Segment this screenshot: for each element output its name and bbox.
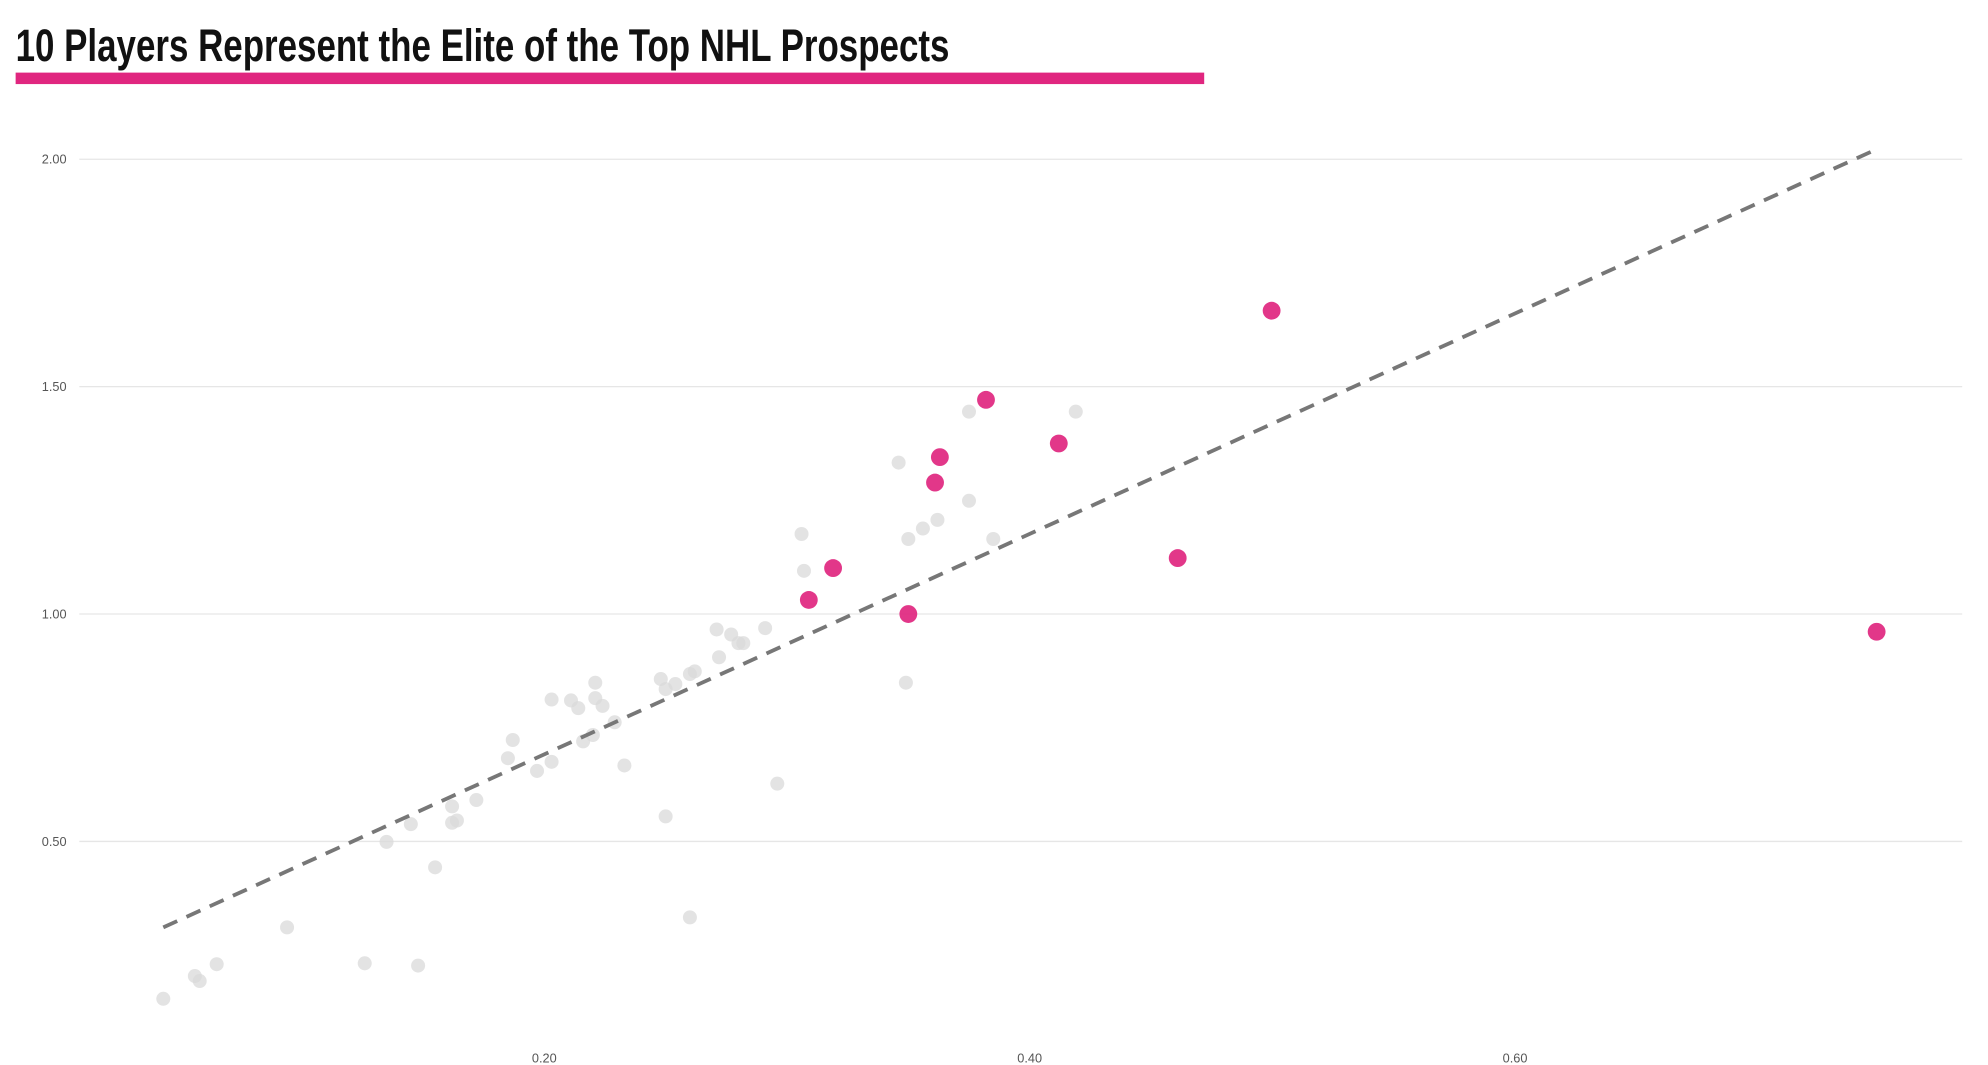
x-tick-label: 0.60 [1503, 1050, 1528, 1065]
data-point-other [379, 834, 394, 849]
data-point-other [658, 809, 673, 824]
data-point-other [209, 957, 224, 972]
data-point-other [428, 860, 443, 875]
data-point-other [505, 733, 520, 748]
data-point-other [930, 512, 945, 527]
data-point-elite [899, 605, 918, 623]
data-point-elite [977, 390, 995, 409]
gridlines [79, 158, 1963, 843]
data-point-other [617, 758, 632, 773]
trend-line [162, 147, 1878, 930]
elite-series [799, 301, 1886, 641]
data-point-other [796, 563, 811, 578]
data-point-elite [930, 448, 949, 467]
y-tick-label: 1.50 [42, 379, 67, 394]
data-point-elite [799, 591, 818, 609]
data-point-elite [1867, 622, 1886, 641]
data-point-other [794, 526, 809, 541]
data-point-other [192, 974, 207, 989]
data-point-other [961, 493, 977, 508]
data-point-other [712, 650, 727, 665]
data-point-other [709, 622, 724, 637]
data-point-other [530, 763, 545, 778]
data-point-other [682, 910, 697, 925]
data-point-other [770, 776, 785, 791]
data-point-other [687, 664, 702, 679]
data-point-elite [1049, 434, 1068, 453]
data-point-other [588, 675, 603, 690]
data-point-other [411, 958, 426, 973]
data-point-other [280, 920, 295, 935]
data-point-other [500, 751, 515, 766]
data-point-other [891, 455, 906, 470]
data-point-other [961, 404, 977, 419]
data-point-other [668, 677, 683, 692]
others-series [156, 404, 1083, 1006]
title-accent-bar [15, 72, 1205, 85]
data-point-other [915, 521, 930, 536]
y-tick-label: 2.00 [42, 152, 67, 167]
data-point-other [595, 698, 610, 713]
data-point-elite [1262, 301, 1281, 320]
data-point-other [544, 754, 559, 769]
data-point-other [544, 692, 559, 707]
data-point-other [445, 799, 460, 814]
y-axis: 2.00 1.50 1.00 0.50 [42, 152, 67, 849]
data-point-elite [1168, 549, 1187, 568]
x-axis: 0.20 0.40 0.60 [532, 1050, 1527, 1065]
y-tick-label: 1.00 [42, 606, 67, 621]
data-point-other [469, 793, 484, 808]
chart-title: 10 Players Represent the Elite of the To… [16, 19, 950, 71]
data-point-other [1068, 404, 1083, 419]
data-point-other [403, 817, 418, 832]
data-point-other [736, 636, 751, 651]
data-point-other [571, 701, 586, 716]
x-tick-label: 0.40 [1017, 1050, 1042, 1065]
data-point-other [758, 621, 773, 636]
data-point-other [449, 813, 464, 828]
data-point-other [901, 531, 916, 546]
data-point-other [585, 727, 600, 743]
data-point-other [986, 531, 1001, 546]
y-tick-label: 0.50 [42, 834, 67, 849]
data-point-elite [926, 473, 944, 492]
data-point-other [156, 991, 171, 1006]
x-tick-label: 0.20 [532, 1050, 557, 1065]
data-point-elite [824, 559, 843, 578]
data-point-other [898, 675, 913, 690]
data-point-other [357, 956, 372, 971]
